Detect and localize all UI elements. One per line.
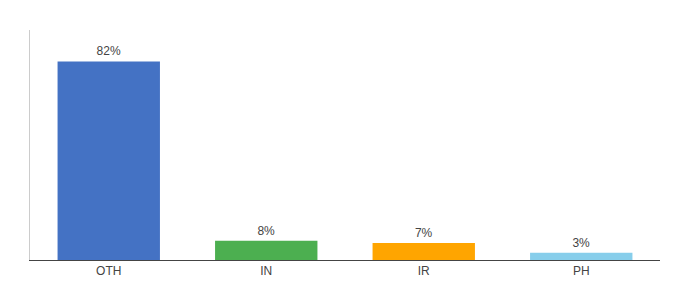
svg-text:7%: 7% bbox=[415, 226, 433, 240]
svg-text:OTH: OTH bbox=[96, 264, 121, 278]
svg-text:PH: PH bbox=[573, 264, 590, 278]
svg-text:82%: 82% bbox=[97, 44, 121, 58]
svg-text:8%: 8% bbox=[257, 224, 275, 238]
svg-text:IR: IR bbox=[418, 264, 430, 278]
svg-text:IN: IN bbox=[260, 264, 272, 278]
svg-text:3%: 3% bbox=[572, 236, 590, 250]
